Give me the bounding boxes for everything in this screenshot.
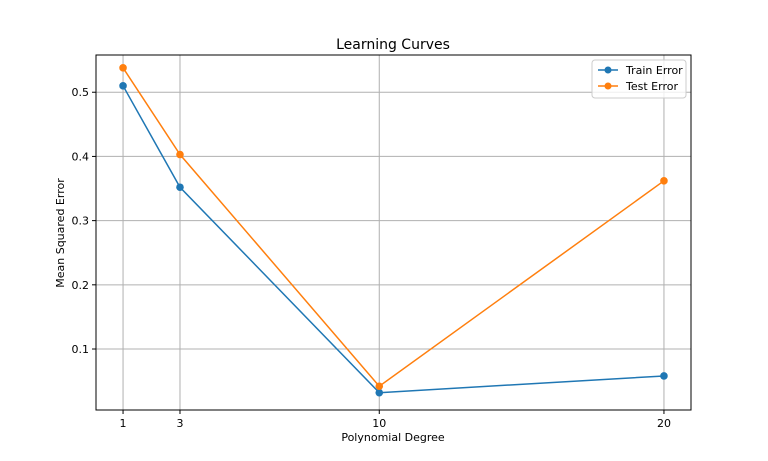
legend-marker-train	[604, 66, 612, 74]
train-error-point	[375, 388, 384, 397]
tick-layer: 1 3 10 20 0.1 0.2 0.3 0.4 0.5	[72, 86, 671, 430]
y-tick-label: 0.1	[72, 343, 90, 356]
y-tick-label: 0.2	[72, 279, 90, 292]
x-tick-label: 3	[176, 417, 183, 430]
x-axis-label: Polynomial Degree	[341, 431, 445, 444]
legend-label-test: Test Error	[625, 80, 678, 93]
test-error-point	[176, 150, 184, 159]
legend-label-train: Train Error	[625, 64, 683, 77]
x-tick-label: 10	[372, 417, 386, 430]
test-error-point	[375, 382, 384, 391]
test-error-point	[660, 177, 668, 185]
series-layer	[119, 64, 668, 397]
plot-frame	[95, 54, 692, 411]
train-error-point	[660, 372, 668, 380]
legend: Train Error Test Error	[591, 59, 687, 99]
legend-marker-test	[604, 82, 612, 90]
x-tick-label: 1	[120, 417, 127, 430]
x-tick-label: 20	[657, 417, 671, 430]
train-error-point	[119, 82, 127, 90]
train-error-line	[122, 85, 664, 394]
y-axis-label: Mean Squared Error	[54, 178, 67, 288]
y-tick-label: 0.3	[72, 215, 90, 228]
y-tick-label: 0.4	[72, 150, 90, 163]
chart-title: Learning Curves	[336, 37, 450, 53]
grid-layer	[96, 55, 691, 410]
test-error-point	[119, 64, 127, 72]
train-error-point	[176, 183, 184, 192]
y-tick-label: 0.5	[72, 86, 90, 99]
test-error-line	[122, 67, 665, 388]
